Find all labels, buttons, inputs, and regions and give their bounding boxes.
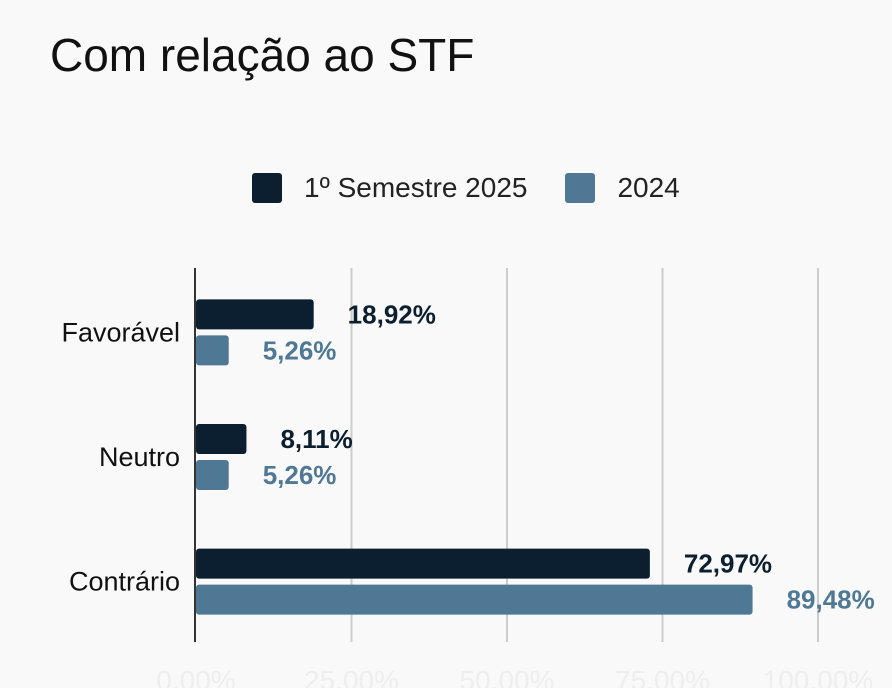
legend-swatch-series-2	[565, 173, 596, 203]
legend-label-series-1: 1º Semestre 2025	[304, 172, 528, 203]
x-tick-label-4: 100,00%	[763, 665, 874, 688]
legend-label-series-2: 2024	[617, 172, 680, 203]
bar-1-0	[196, 335, 229, 366]
bar-0-0	[196, 299, 314, 330]
x-tick-label-1: 25,00%	[304, 665, 399, 688]
data-label-0-2: 72,97%	[684, 549, 772, 579]
bar-1-2	[196, 584, 753, 615]
x-tick-label-0: 0,00%	[156, 665, 235, 688]
category-label-0: Favorável	[61, 317, 180, 347]
bar-0-2	[196, 548, 650, 579]
legend-item-series-2: 2024	[565, 172, 680, 204]
data-label-0-1: 8,11%	[280, 424, 352, 454]
x-tick-label-2: 50,00%	[460, 665, 555, 688]
data-label-1-1: 5,26%	[263, 460, 337, 490]
category-label-2: Contrário	[69, 567, 180, 597]
chart-legend: 1º Semestre 2025 2024	[252, 172, 718, 204]
x-tick-label-3: 75,00%	[615, 665, 710, 688]
chart-title: Com relação ao STF	[50, 29, 475, 81]
bar-0-1	[196, 424, 247, 454]
bar-1-1	[196, 460, 229, 490]
category-label-1: Neutro	[99, 442, 180, 472]
data-label-0-0: 18,92%	[348, 299, 436, 329]
data-label-1-2: 89,48%	[787, 585, 875, 615]
legend-item-series-1: 1º Semestre 2025	[252, 172, 527, 204]
legend-swatch-series-1	[252, 173, 282, 203]
data-label-1-0: 5,26%	[263, 335, 337, 365]
